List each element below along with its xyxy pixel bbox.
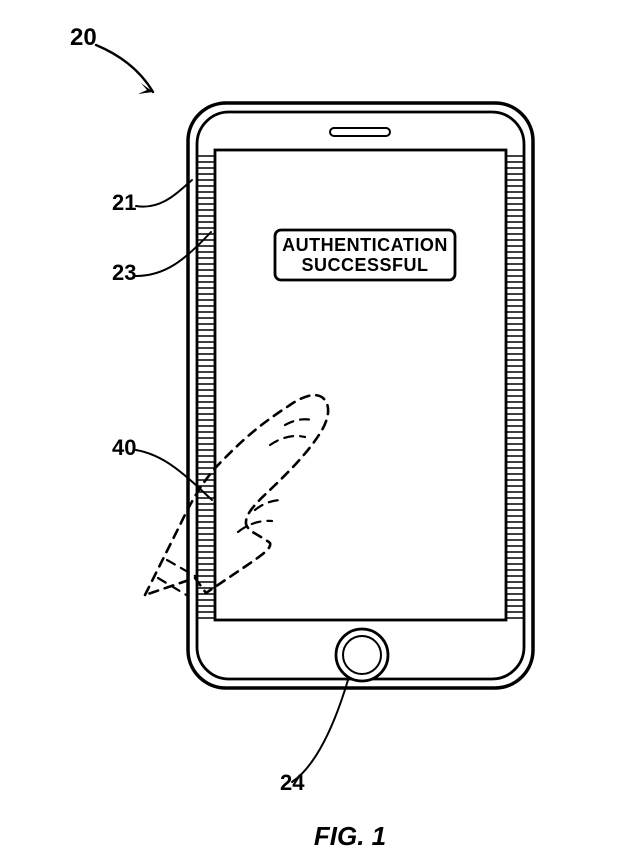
ref-23: 23 — [112, 260, 136, 285]
patent-figure: AUTHENTICATION SUCCESSFUL 20 21 23 40 24… — [0, 0, 640, 862]
lead-line-24 — [292, 680, 348, 782]
ref-21: 21 — [112, 190, 136, 215]
message-line1: AUTHENTICATION — [282, 235, 448, 255]
ref-20: 20 — [70, 24, 97, 51]
phone-screen — [215, 150, 506, 620]
home-button-inner — [343, 636, 381, 674]
speaker-slot — [330, 128, 390, 136]
ref-40: 40 — [112, 435, 136, 460]
ref-24: 24 — [280, 770, 305, 795]
figure-label: FIG. 1 — [314, 821, 386, 851]
lead-line-21 — [136, 180, 192, 207]
lead-line-20 — [96, 45, 153, 92]
message-line2: SUCCESSFUL — [301, 255, 428, 275]
